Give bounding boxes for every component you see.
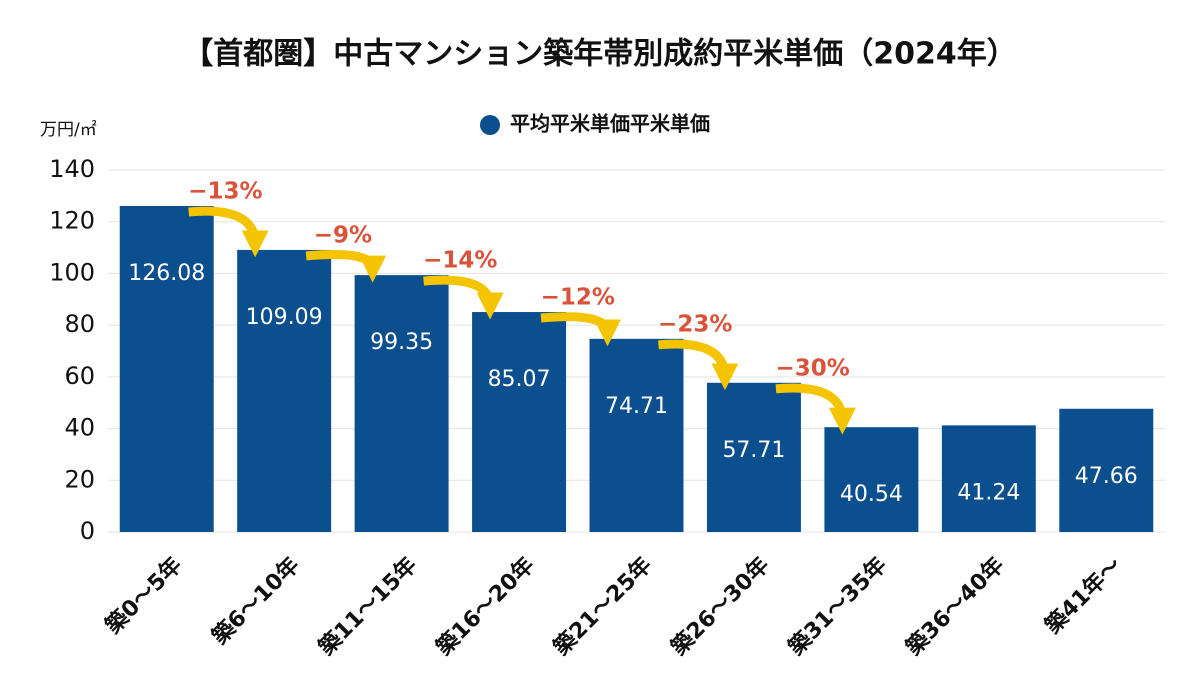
- legend-label: 平均平米単価平米単価: [510, 112, 710, 136]
- x-tick-label: 築6～10年: [206, 552, 304, 650]
- y-tick-label: 0: [80, 517, 95, 545]
- data-label: 47.66: [1075, 464, 1138, 489]
- annotation: −30%: [776, 355, 850, 381]
- bar: [706, 382, 801, 532]
- chart-title: 【首都圏】中古マンション築年帯別成約平米単価（2024年）: [183, 37, 1017, 72]
- annotation: −23%: [658, 311, 732, 337]
- y-tick-label: 120: [49, 207, 95, 235]
- arrow: [423, 275, 504, 320]
- data-label: 109.09: [246, 305, 323, 330]
- y-tick-label: 140: [49, 155, 95, 183]
- bar: [1059, 408, 1154, 532]
- annotation: −13%: [188, 178, 262, 204]
- bar: [354, 275, 449, 532]
- data-label: 40.54: [840, 482, 903, 507]
- x-tick-label: 築16～20年: [430, 552, 539, 661]
- data-label: 57.71: [722, 438, 785, 463]
- data-label: 126.08: [128, 261, 205, 286]
- y-tick-label: 40: [64, 414, 95, 442]
- annotation: −14%: [423, 248, 497, 274]
- arrow: [305, 250, 387, 283]
- bar: [941, 425, 1036, 532]
- x-tick-label: 築41年～: [1039, 552, 1126, 639]
- y-tick-label: 60: [64, 362, 95, 390]
- x-tick-label: 築36～40年: [900, 552, 1009, 661]
- y-tick-label: 20: [64, 465, 95, 493]
- annotation: −12%: [541, 285, 615, 311]
- data-label: 41.24: [957, 480, 1020, 505]
- x-tick-label: 築0～5年: [100, 552, 187, 639]
- annotation: −9%: [314, 222, 372, 248]
- x-tick-label: 築11～15年: [313, 552, 422, 661]
- data-label: 85.07: [488, 367, 551, 392]
- arrow: [658, 339, 739, 391]
- y-tick-label: 80: [64, 310, 95, 338]
- x-tick-label: 築26～30年: [665, 552, 774, 661]
- bar: [472, 312, 567, 532]
- arrow: [188, 206, 269, 258]
- data-label: 99.35: [370, 330, 433, 355]
- x-tick-label: 築21～25年: [548, 552, 657, 661]
- legend-marker: [480, 115, 500, 135]
- arrow: [540, 312, 622, 347]
- y-tick-label: 100: [49, 258, 95, 286]
- bar: [589, 338, 684, 532]
- data-label: 74.71: [605, 394, 668, 419]
- bar: [237, 249, 332, 532]
- arrow: [775, 383, 856, 435]
- bar: [119, 205, 214, 532]
- bar: [824, 427, 919, 532]
- y-axis-label: 万円/㎡: [40, 120, 97, 140]
- x-tick-label: 築31～35年: [783, 552, 892, 661]
